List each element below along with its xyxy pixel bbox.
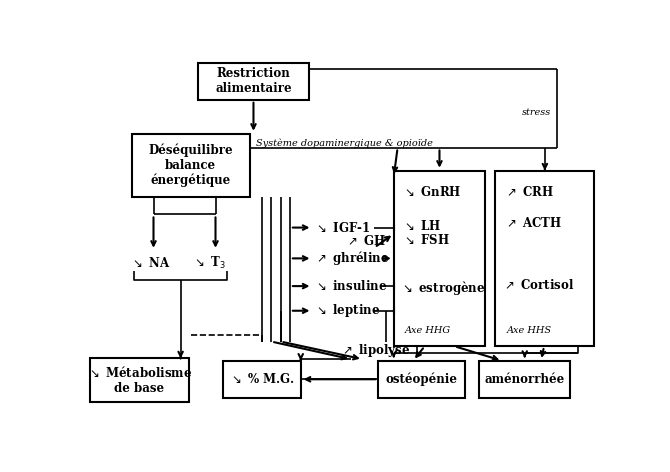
Text: $\searrow$ GnRH: $\searrow$ GnRH (401, 185, 461, 199)
Text: Axe HHG: Axe HHG (405, 326, 451, 335)
Bar (198, 63, 308, 100)
Text: $\searrow$ NA: $\searrow$ NA (130, 256, 171, 270)
Text: $\nearrow$ Cortisol: $\nearrow$ Cortisol (502, 278, 575, 292)
Text: stress: stress (522, 108, 551, 117)
Text: $\nearrow$ lipolyse: $\nearrow$ lipolyse (340, 342, 410, 359)
Text: $\searrow$ IGF-1: $\searrow$ IGF-1 (314, 220, 370, 235)
Text: Restriction
alimentaire: Restriction alimentaire (215, 67, 292, 95)
Text: Déséquilibre
balance
énergétique: Déséquilibre balance énergétique (148, 143, 233, 187)
Bar (379, 361, 465, 398)
Text: aménorrhée: aménorrhée (484, 373, 565, 386)
Bar (90, 358, 189, 402)
Text: $\searrow$ Métabolisme
de base: $\searrow$ Métabolisme de base (87, 365, 192, 395)
Bar (394, 170, 485, 346)
Bar (223, 361, 301, 398)
Text: $\searrow$ % M.G.: $\searrow$ % M.G. (229, 372, 295, 386)
Text: $\searrow$ estrogène: $\searrow$ estrogène (400, 278, 485, 296)
Text: $\searrow$ LH: $\searrow$ LH (401, 219, 441, 233)
Text: $\nearrow$ GH: $\nearrow$ GH (345, 235, 386, 248)
Text: $\searrow$ FSH: $\searrow$ FSH (401, 233, 450, 247)
Text: $\searrow$ T$_3$: $\searrow$ T$_3$ (192, 255, 226, 271)
Bar (479, 361, 570, 398)
Bar (132, 134, 250, 197)
Text: ostéopénie: ostéopénie (386, 372, 458, 386)
Bar (494, 170, 594, 346)
Text: $\nearrow$ CRH: $\nearrow$ CRH (504, 185, 554, 199)
Text: Système dopaminergique & opioïde: Système dopaminergique & opioïde (256, 138, 433, 148)
Text: $\nearrow$ ghréline: $\nearrow$ ghréline (314, 249, 389, 267)
Text: $\nearrow$ ACTH: $\nearrow$ ACTH (504, 216, 562, 230)
Text: $\searrow$ insuline: $\searrow$ insuline (314, 279, 387, 293)
Text: Axe HHS: Axe HHS (507, 326, 552, 335)
Text: $\searrow$ leptine: $\searrow$ leptine (314, 302, 380, 319)
